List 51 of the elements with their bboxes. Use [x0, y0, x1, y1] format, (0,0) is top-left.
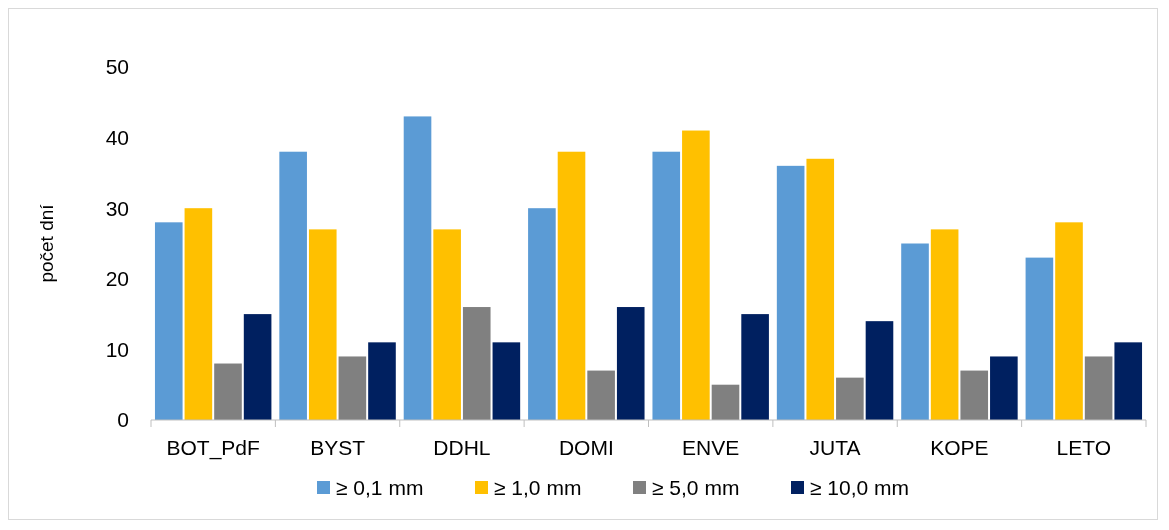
x-tick-label: DOMI — [558, 436, 614, 459]
bar — [462, 307, 491, 420]
x-tick-label: LETO — [1056, 436, 1112, 459]
bar — [433, 229, 461, 420]
y-tick-label: 10 — [105, 337, 129, 361]
bar — [184, 208, 213, 420]
x-tick-label: ENVE — [682, 436, 740, 459]
bar — [616, 307, 645, 420]
bar — [776, 165, 805, 420]
bar — [836, 377, 864, 420]
bar — [1025, 257, 1054, 420]
x-tick-label: BYST — [310, 436, 366, 459]
y-tick-label: 50 — [105, 55, 129, 79]
bar — [960, 370, 989, 420]
bar — [806, 158, 835, 420]
bar — [990, 356, 1018, 420]
bar — [865, 321, 894, 420]
bar — [154, 222, 183, 420]
legend-label: ≥ 1,0 mm — [494, 476, 582, 500]
bar — [308, 229, 337, 420]
bar — [403, 116, 432, 420]
bar — [901, 243, 929, 420]
bar — [930, 229, 959, 420]
bar — [279, 151, 307, 420]
x-tick-label: KOPE — [930, 436, 989, 459]
bar — [1084, 356, 1113, 420]
bar — [741, 314, 769, 420]
x-tick-label: DDHL — [433, 436, 491, 459]
y-tick-label: 30 — [105, 196, 129, 220]
x-tick-label: BOT_PdF — [166, 436, 260, 460]
y-axis-title: počet dní — [36, 203, 57, 283]
bar — [557, 151, 586, 420]
bar — [338, 356, 367, 420]
legend-label: ≥ 0,1 mm — [336, 476, 424, 500]
bar — [528, 208, 556, 420]
bar — [711, 384, 740, 420]
bar — [243, 314, 272, 420]
legend-label: ≥ 5,0 mm — [652, 476, 740, 500]
bar — [652, 151, 681, 420]
x-tick-label: JUTA — [809, 436, 861, 459]
bar — [492, 342, 521, 420]
y-tick-label: 40 — [105, 125, 129, 149]
y-tick-label: 0 — [117, 408, 129, 432]
bar — [368, 342, 396, 420]
bar — [1114, 342, 1143, 420]
bar — [1055, 222, 1083, 420]
bar — [587, 370, 615, 420]
legend-label: ≥ 10,0 mm — [810, 476, 910, 500]
bar — [682, 130, 710, 420]
bar — [214, 363, 242, 420]
y-tick-label: 20 — [105, 267, 129, 291]
